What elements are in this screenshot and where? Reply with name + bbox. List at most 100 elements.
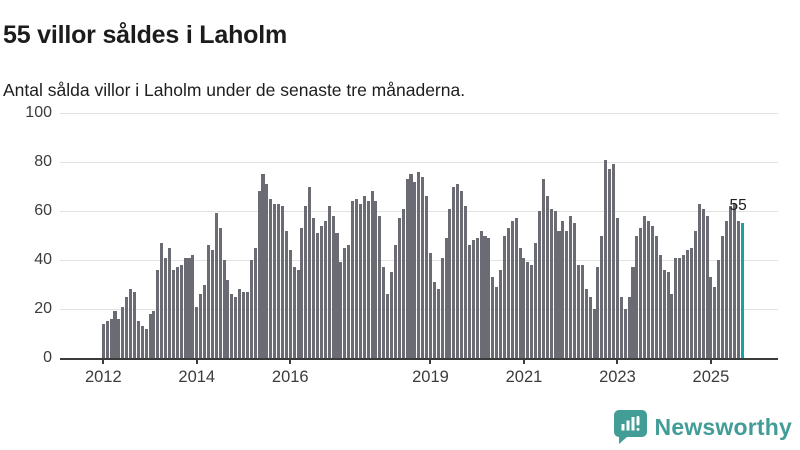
bar <box>269 198 273 358</box>
bar <box>682 255 686 358</box>
bar <box>421 176 425 358</box>
bar <box>214 213 218 358</box>
bar <box>409 174 413 358</box>
bar <box>195 306 199 358</box>
x-axis-label: 2012 <box>84 368 122 386</box>
bar <box>280 206 284 358</box>
bar <box>300 228 304 358</box>
bar <box>674 257 678 358</box>
bar <box>156 269 160 358</box>
bar <box>526 262 530 358</box>
bar <box>615 218 619 358</box>
bar <box>612 164 616 358</box>
highlighted-bar <box>740 223 744 358</box>
bar <box>662 269 666 358</box>
x-axis-tick <box>709 358 712 364</box>
bar <box>499 269 503 358</box>
x-axis-tick <box>102 358 105 364</box>
bar <box>241 291 246 358</box>
bar <box>327 206 331 358</box>
bar <box>132 291 136 358</box>
bar <box>701 208 705 358</box>
bar <box>265 184 269 358</box>
bar <box>226 279 230 358</box>
bar <box>678 257 682 358</box>
newsworthy-chart-bubble-icon <box>613 410 647 444</box>
bar <box>654 235 658 358</box>
bar <box>569 215 573 358</box>
bar <box>724 220 729 358</box>
bar <box>483 235 487 358</box>
y-axis-label: 60 <box>34 202 52 219</box>
bar <box>522 257 526 358</box>
bar <box>530 264 534 358</box>
bar <box>608 169 612 358</box>
bar <box>658 255 662 358</box>
page-title: 55 villor såldes i Laholm <box>3 20 288 49</box>
bar <box>136 321 140 358</box>
x-axis-tick <box>522 358 525 364</box>
bar <box>121 306 125 358</box>
bar <box>713 286 717 358</box>
bar-chart: 55 0 20 40 60 80 100 2012 2014 2016 2019 2021 2023 2… <box>0 100 800 400</box>
bar <box>643 215 647 358</box>
bar <box>167 247 172 358</box>
bar <box>510 220 514 358</box>
bar <box>335 233 339 358</box>
bar <box>393 245 397 358</box>
bar <box>331 215 335 358</box>
bar <box>467 245 471 358</box>
bar <box>277 203 281 358</box>
bar <box>495 286 499 358</box>
bar <box>604 159 608 358</box>
bar <box>506 228 510 358</box>
chart-subtitle: Antal sålda villor i Laholm under de sen… <box>3 79 466 100</box>
bar <box>561 220 565 358</box>
bar <box>623 309 627 358</box>
bar <box>487 237 491 358</box>
bar <box>736 220 740 358</box>
bar <box>518 247 522 358</box>
bar <box>273 203 277 358</box>
bar <box>218 228 222 358</box>
bar <box>584 289 588 358</box>
bar <box>152 311 156 358</box>
bar <box>191 255 195 358</box>
bar <box>428 252 432 358</box>
y-axis-label: 80 <box>34 153 52 170</box>
bar <box>631 267 635 358</box>
bar <box>210 250 214 358</box>
bar <box>728 206 732 358</box>
bar <box>386 294 390 358</box>
bar <box>647 220 651 358</box>
newsworthy-wordmark: Newsworthy <box>654 413 792 440</box>
bar <box>284 230 288 358</box>
bar <box>705 215 709 358</box>
bar <box>206 245 210 358</box>
bar <box>456 184 460 358</box>
bar <box>475 237 479 358</box>
last-value-label: 55 <box>729 197 747 215</box>
bar <box>366 201 370 358</box>
x-axis-label: 2025 <box>692 368 730 386</box>
plot-area: 55 <box>60 112 778 364</box>
bar <box>557 230 561 358</box>
x-axis-label: 2019 <box>412 368 449 386</box>
bar <box>222 260 226 358</box>
bar <box>199 294 203 358</box>
bar <box>471 240 475 358</box>
bar <box>670 294 674 358</box>
bar <box>382 267 386 358</box>
bar <box>187 257 191 358</box>
bar <box>308 186 312 358</box>
bar <box>491 277 495 358</box>
bar <box>666 272 670 358</box>
bar <box>541 179 545 358</box>
bar <box>171 269 175 358</box>
bar <box>316 233 320 358</box>
bar <box>238 289 242 358</box>
bar <box>600 235 604 358</box>
bar <box>413 181 417 358</box>
bar <box>693 230 697 358</box>
bar <box>370 191 374 358</box>
